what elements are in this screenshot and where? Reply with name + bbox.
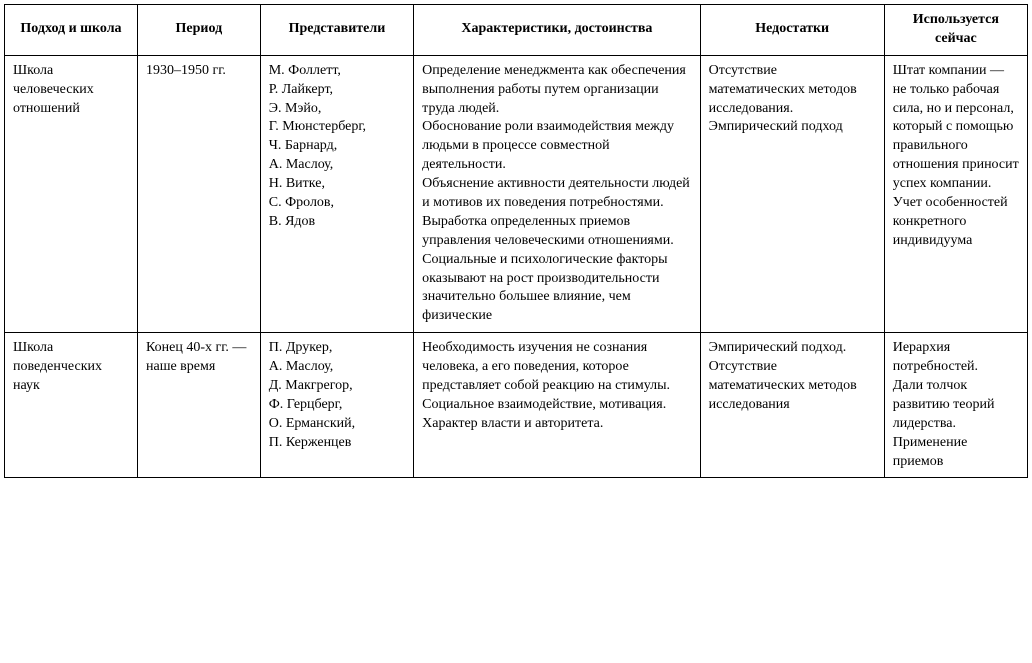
cell-reps: П. Друкер,А. Маслоу,Д. Макгрегор,Ф. Герц…: [260, 333, 413, 478]
table-header-row: Подход и школа Период Представители Хара…: [5, 5, 1028, 56]
cell-period: Конец 40-х гг. — наше время: [137, 333, 260, 478]
cell-usednow: Штат компании — не только рабочая сила, …: [884, 55, 1027, 332]
col-header-approach: Подход и школа: [5, 5, 138, 56]
table-row: Школа поведенческих наук Конец 40-х гг. …: [5, 333, 1028, 478]
col-header-usednow: Используется сейчас: [884, 5, 1027, 56]
col-header-period: Период: [137, 5, 260, 56]
cell-drawbacks: Эмпирический подход.Отсутствие математич…: [700, 333, 884, 478]
cell-characteristics: Необходимость изучения не сознания челов…: [414, 333, 700, 478]
cell-approach: Школа человеческих отношений: [5, 55, 138, 332]
col-header-drawbacks: Недостатки: [700, 5, 884, 56]
schools-table: Подход и школа Период Представители Хара…: [4, 4, 1028, 478]
col-header-characteristics: Характеристики, достоинства: [414, 5, 700, 56]
cell-period: 1930–1950 гг.: [137, 55, 260, 332]
cell-approach: Школа поведенческих наук: [5, 333, 138, 478]
table-row: Школа человеческих отношений 1930–1950 г…: [5, 55, 1028, 332]
cell-usednow: Иерархия потребностей.Дали толчок развит…: [884, 333, 1027, 478]
col-header-reps: Представители: [260, 5, 413, 56]
cell-characteristics: Определение менеджмента как обеспечения …: [414, 55, 700, 332]
cell-drawbacks: Отсутствие математических методов исслед…: [700, 55, 884, 332]
cell-reps: М. Фоллетт,Р. Лайкерт,Э. Мэйо,Г. Мюнстер…: [260, 55, 413, 332]
